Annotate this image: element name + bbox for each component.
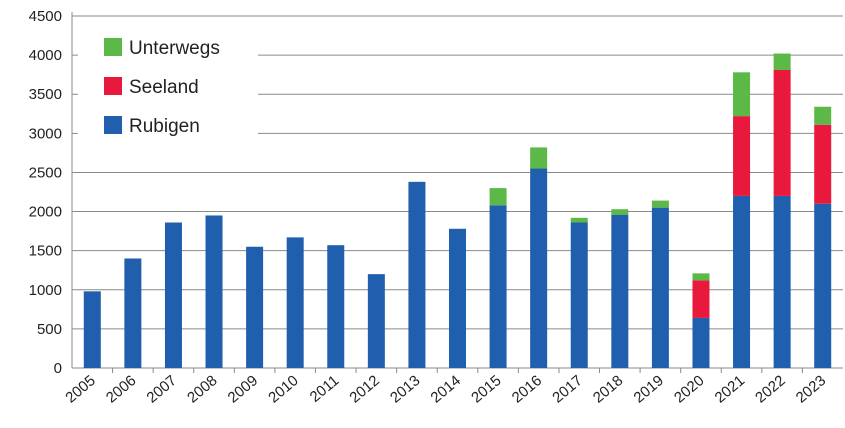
x-tick-label: 2008 (184, 372, 220, 406)
y-tick-label: 500 (37, 321, 62, 338)
x-tick-label: 2014 (428, 372, 464, 406)
y-tick-label: 4000 (29, 47, 62, 64)
x-tick-label: 2015 (468, 372, 504, 406)
bar-unterwegs-2018 (611, 209, 629, 215)
bar-rubigen-2015 (489, 205, 507, 368)
x-tick-label: 2019 (630, 372, 666, 406)
x-tick-label: 2011 (307, 372, 343, 406)
x-tick-label: 2017 (549, 372, 585, 406)
bar-unterwegs-2017 (570, 217, 588, 223)
y-tick-label: 0 (54, 360, 62, 377)
x-axis-ticks: 2005 2006 2007 2008 2009 2010 2011 2012 2013 2014… (62, 368, 829, 407)
x-tick-label: 2016 (509, 372, 545, 406)
x-tick-label: 2009 (225, 372, 261, 406)
legend-swatch-unterwegs (104, 38, 122, 56)
x-tick-label: 2021 (712, 372, 748, 406)
bar-rubigen-2022 (773, 195, 791, 368)
legend-label-unterwegs: Unterwegs (129, 38, 220, 59)
x-tick-label: 2022 (752, 372, 788, 406)
x-tick-label: 2010 (265, 372, 301, 406)
y-tick-label: 2000 (29, 204, 62, 221)
bar-unterwegs-2021 (733, 72, 751, 117)
bar-rubigen-2020 (692, 317, 710, 368)
bar-rubigen-2005 (83, 291, 101, 368)
bar-unterwegs-2023 (814, 106, 832, 125)
bar-unterwegs-2016 (530, 147, 548, 169)
bar-rubigen-2014 (449, 228, 466, 368)
bar-seeland-2020 (692, 280, 710, 318)
bar-rubigen-2009 (246, 246, 264, 368)
bar-rubigen-2018 (611, 214, 629, 368)
bar-rubigen-2013 (408, 181, 426, 368)
bars (83, 53, 832, 368)
legend-label-seeland: Seeland (129, 77, 199, 98)
x-tick-label: 2018 (590, 372, 626, 406)
bar-unterwegs-2020 (692, 273, 710, 281)
legend-label-rubigen: Rubigen (129, 116, 200, 137)
x-tick-label: 2006 (103, 372, 139, 406)
bar-rubigen-2006 (124, 258, 142, 368)
legend: Unterwegs Seeland Rubigen (78, 20, 258, 140)
y-axis-ticks: 0 500 1000 1500 2000 2500 3000 3500 4000 4500 (29, 8, 62, 377)
bar-rubigen-2010 (286, 237, 304, 368)
bar-unterwegs-2015 (489, 188, 507, 206)
bar-rubigen-2012 (367, 274, 385, 368)
y-tick-label: 1500 (29, 243, 62, 260)
x-tick-label: 2020 (671, 372, 707, 406)
legend-swatch-seeland (104, 77, 122, 95)
bar-seeland-2023 (814, 124, 832, 204)
x-tick-label: 2023 (793, 372, 829, 406)
bar-rubigen-2023 (814, 203, 832, 368)
legend-swatch-rubigen (104, 116, 122, 134)
bar-rubigen-2017 (570, 222, 588, 368)
bar-unterwegs-2019 (651, 200, 669, 208)
x-tick-label: 2012 (346, 372, 382, 406)
bar-seeland-2021 (733, 116, 751, 196)
bar-rubigen-2016 (530, 168, 548, 368)
y-tick-label: 3000 (29, 125, 62, 142)
bar-unterwegs-2022 (773, 53, 791, 70)
bar-rubigen-2011 (327, 245, 345, 368)
x-tick-label: 2013 (387, 372, 423, 406)
bar-seeland-2022 (773, 69, 791, 196)
bar-rubigen-2008 (205, 215, 223, 368)
bar-rubigen-2019 (651, 207, 669, 368)
bar-rubigen-2007 (164, 222, 182, 368)
x-tick-label: 2005 (62, 372, 98, 406)
y-tick-label: 3500 (29, 86, 62, 103)
y-tick-label: 2500 (29, 164, 62, 181)
bar-rubigen-2021 (733, 195, 751, 368)
y-tick-label: 1000 (29, 282, 62, 299)
y-tick-label: 4500 (29, 8, 62, 25)
x-tick-label: 2007 (144, 372, 180, 406)
